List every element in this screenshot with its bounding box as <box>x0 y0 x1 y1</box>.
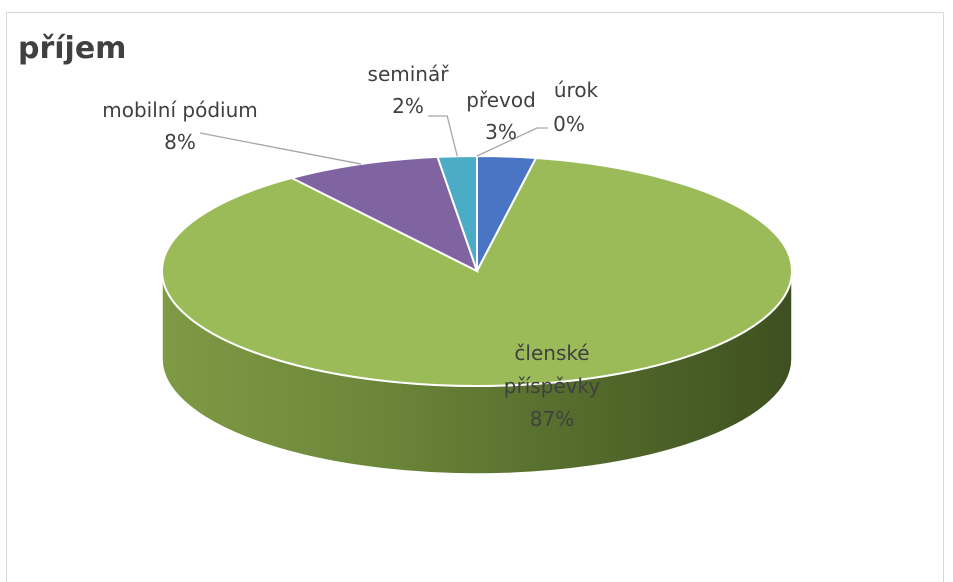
mobilni-podium-value-label: 8% <box>164 130 196 154</box>
prevod-value-label: 3% <box>485 120 517 144</box>
mobilni-podium-leader-line <box>199 132 362 165</box>
mobilni-podium-label: mobilní pódium <box>102 98 257 122</box>
urok-value-label: 0% <box>553 112 585 136</box>
seminar-value-label: 2% <box>392 94 424 118</box>
urok-label: úrok <box>554 78 599 102</box>
pie-slice-seminář <box>436 154 478 272</box>
pie-slice-mobilní-pódium <box>289 155 479 273</box>
urok-leader-line <box>476 127 548 157</box>
slice-label-mobilni-podium: mobilní pódium 8% <box>102 98 257 154</box>
slice-label-urok: úrok 0% <box>553 78 598 136</box>
clenske-value-label: 87% <box>530 407 574 431</box>
seminar-label: seminář <box>368 62 450 86</box>
chart-title: příjem <box>18 31 126 66</box>
slice-label-clenske-prispevky: členské příspěvky 87% <box>504 341 601 431</box>
slice-label-prevod: převod 3% <box>466 88 536 144</box>
seminar-leader-line <box>428 115 458 157</box>
slice-label-seminar: seminář 2% <box>368 62 450 118</box>
prevod-label: převod <box>466 88 536 112</box>
clenske-label-line1: členské <box>514 341 589 365</box>
clenske-label-line2: příspěvky <box>504 374 601 398</box>
